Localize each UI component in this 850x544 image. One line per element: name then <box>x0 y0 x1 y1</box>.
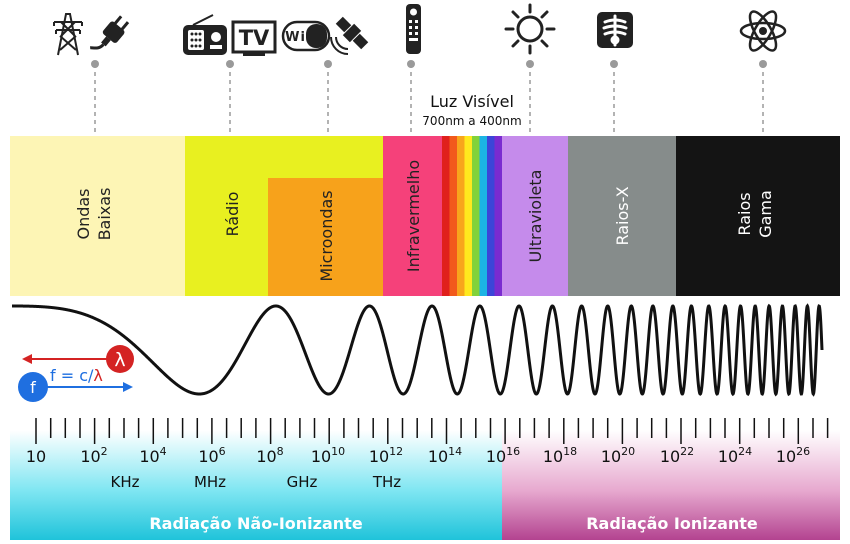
frequency-tick-label: 1026 <box>776 445 810 466</box>
band-microondas <box>268 178 383 296</box>
frequency-tick-label: 1018 <box>543 445 577 466</box>
unit-mhz: MHz <box>194 473 226 491</box>
non-ionizing-region <box>10 430 502 540</box>
band-label-ultravioleta: Ultravioleta <box>526 170 545 263</box>
spectrum-strip <box>442 136 450 296</box>
spectrum-strip <box>457 136 465 296</box>
band-raios-x <box>568 136 676 296</box>
band-label-raios-gama: Raios Gama <box>735 190 775 238</box>
ionizing-region <box>502 430 840 540</box>
frequency-circle <box>18 372 48 402</box>
frequency-tick-label: 1012 <box>369 445 403 466</box>
frequency-tick-label: 1020 <box>601 445 635 466</box>
svg-text:Microondas: Microondas <box>317 190 336 281</box>
band-label-microondas: Microondas <box>317 190 336 281</box>
frequency-tick-label: 1014 <box>428 445 462 466</box>
unit-khz: KHz <box>111 473 140 491</box>
plug-icon <box>90 15 130 50</box>
spectrum-strip <box>487 136 495 296</box>
tv-icon-text: TV <box>239 26 270 50</box>
wave-curve <box>12 303 824 397</box>
formula-text: f = c/λ <box>50 366 103 385</box>
unit-ghz: GHz <box>287 473 318 491</box>
wifi-icon-text: Wi Fi <box>285 30 327 45</box>
frequency-tick-label: 10 <box>26 447 46 466</box>
spectrum-strip <box>472 136 480 296</box>
band-label-radio: Rádio <box>223 192 242 237</box>
lambda-symbol: λ <box>114 349 125 371</box>
frequency-tick-label: 108 <box>256 445 283 466</box>
ionizing-label: Radiação Ionizante <box>586 514 758 533</box>
band-ultravioleta <box>502 136 568 296</box>
band-raios-gama <box>676 136 840 296</box>
frequency-tick-label: 1024 <box>718 445 752 466</box>
unit-thz: THz <box>372 473 401 491</box>
frequency-arrow-head <box>123 382 133 392</box>
svg-text:Ultravioleta: Ultravioleta <box>526 170 545 263</box>
frequency-tick-label: 1010 <box>311 445 345 466</box>
formula-group: λ f f = c/λ <box>18 345 134 402</box>
band-infravermelho <box>383 136 442 296</box>
spectrum-strip <box>449 136 458 296</box>
remote-control-icon <box>406 4 421 54</box>
spectrum-strip <box>494 136 503 296</box>
frequency-tick-label: 104 <box>139 445 166 466</box>
frequency-tick-label: 1022 <box>660 445 694 466</box>
visible-light-title: Luz Visível <box>430 92 514 111</box>
icon-connector-dots <box>91 60 767 68</box>
tv-icon: TV <box>231 20 277 56</box>
wifi-icon: Wi Fi <box>281 20 331 52</box>
spectrum-strip <box>479 136 488 296</box>
svg-text:Infravermelho: Infravermelho <box>404 160 423 272</box>
radio-icon <box>183 14 227 55</box>
spectrum-strip <box>464 136 473 296</box>
non-ionizing-label: Radiação Não-Ionizante <box>149 514 362 533</box>
lambda-circle <box>106 345 134 373</box>
frequency-tick-label: 1016 <box>486 445 520 466</box>
icon-connectors <box>94 64 764 136</box>
satellite-icon <box>330 16 369 55</box>
svg-text:Baixas: Baixas <box>95 188 114 241</box>
atom-icon <box>739 10 787 52</box>
band-label-raios-x: Raios-X <box>613 186 632 245</box>
frequency-axis-labels: 10 102 104 106 108 1010 1012 1014 1016 1018 1020 10… <box>26 445 810 466</box>
xray-icon <box>597 12 633 48</box>
visible-light-range: 700nm a 400nm <box>422 114 521 128</box>
frequency-axis-ticks <box>35 418 829 444</box>
transmission-tower-icon <box>53 13 83 56</box>
svg-text:Raios-X: Raios-X <box>613 186 632 245</box>
band-label-infravermelho: Infravermelho <box>404 160 423 272</box>
frequency-tick-label: 102 <box>80 445 107 466</box>
svg-text:Ondas: Ondas <box>74 188 93 239</box>
svg-text:Rádio: Rádio <box>223 192 242 237</box>
sun-icon <box>504 3 556 55</box>
lambda-arrow-head <box>22 354 32 364</box>
svg-text:Raios: Raios <box>735 192 754 235</box>
band-label-ondas-baixas: Ondas Baixas <box>74 188 114 241</box>
band-ondas-baixas <box>10 136 185 296</box>
frequency-tick-label: 106 <box>198 445 225 466</box>
frequency-symbol: f <box>30 378 36 397</box>
visible-light-spectrum <box>442 136 503 296</box>
svg-text:Gama: Gama <box>756 190 775 238</box>
